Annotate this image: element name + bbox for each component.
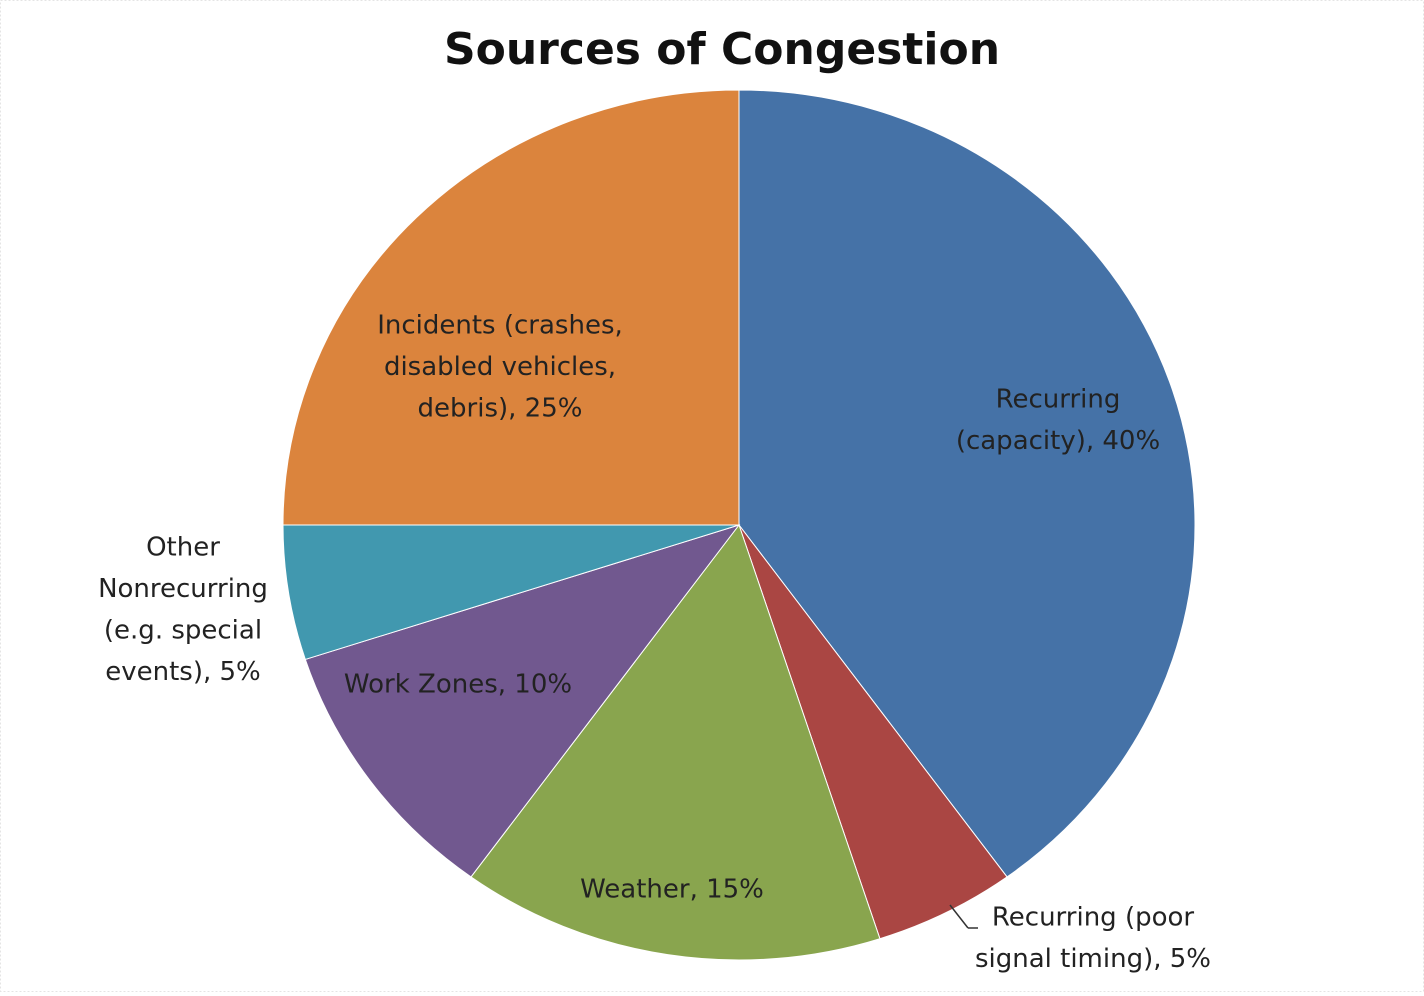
data-label: Work Zones, 10% — [344, 670, 572, 700]
data-label: Nonrecurring — [98, 574, 268, 604]
pie-slice — [304, 524, 741, 878]
data-label: events), 5% — [105, 657, 261, 687]
data-label: (capacity), 40% — [956, 426, 1160, 456]
data-label: Recurring (poor — [992, 903, 1195, 933]
pie-slice — [738, 89, 1196, 878]
pie-slice — [470, 523, 881, 961]
leader-line — [949, 904, 969, 929]
chart-title: Sources of Congestion — [444, 24, 1000, 75]
data-label: Recurring — [996, 385, 1121, 415]
pie-slice — [738, 524, 1008, 940]
pie-slice — [282, 89, 740, 526]
data-label: debris), 25% — [418, 394, 583, 424]
data-label: signal timing), 5% — [975, 944, 1211, 974]
data-label: disabled vehicles, — [384, 352, 616, 382]
data-label: Other — [146, 533, 220, 563]
data-label: (e.g. special — [104, 616, 262, 646]
data-label: Weather, 15% — [580, 875, 764, 905]
data-label: Incidents (crashes, — [377, 311, 623, 341]
pie-slice — [282, 524, 740, 661]
